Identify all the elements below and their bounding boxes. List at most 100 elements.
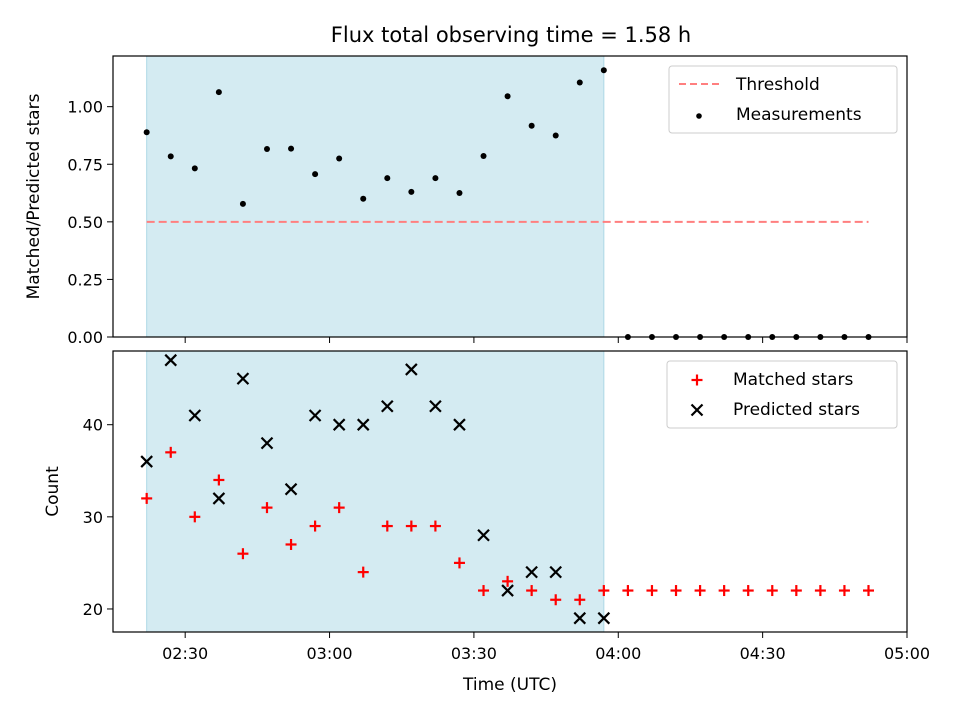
matched-star-point bbox=[429, 520, 441, 532]
measurement-point bbox=[480, 152, 487, 159]
measurement-point bbox=[239, 200, 246, 207]
measurement-point bbox=[456, 190, 463, 197]
legend-plus-marker bbox=[691, 374, 703, 386]
x-stroke-b bbox=[549, 565, 562, 579]
bottom-y-axis-label: Count bbox=[43, 466, 63, 517]
predicted-star-point bbox=[188, 409, 202, 422]
x-tick-label: 03:00 bbox=[306, 644, 352, 663]
top-legend-box bbox=[668, 65, 898, 134]
x-stroke-b bbox=[525, 565, 538, 579]
matched-star-point bbox=[478, 585, 490, 597]
legend-x-marker bbox=[690, 403, 704, 417]
x-stroke-b bbox=[140, 455, 153, 468]
legend-measurements-label: Measurements bbox=[736, 105, 862, 125]
x-stroke-b bbox=[429, 400, 442, 413]
measurement-point bbox=[576, 79, 583, 86]
x-stroke-b bbox=[381, 400, 394, 413]
predicted-star-point bbox=[164, 353, 178, 367]
legend-matched-swatch bbox=[691, 374, 703, 386]
x-stroke-b bbox=[573, 611, 587, 625]
x-tick-label: 05:00 bbox=[884, 644, 930, 663]
measurement-point bbox=[600, 67, 607, 74]
predicted-star-point bbox=[597, 611, 611, 625]
bottom-shade-layer bbox=[146, 350, 605, 633]
matched-star-point bbox=[574, 594, 586, 606]
top-panel: 0.00 0.25 0.50 0.75 1.00 Matched/Predicted s… bbox=[24, 55, 908, 347]
bottom-axes-frame bbox=[112, 350, 908, 633]
bottom-legend-box bbox=[666, 360, 898, 429]
x-stroke-b bbox=[477, 528, 490, 542]
predicted-star-point bbox=[549, 565, 562, 579]
measurement-point bbox=[312, 171, 319, 178]
y-tick-label: 1.00 bbox=[67, 98, 103, 117]
bottom-panel: 20 30 40 02:30 03:00 03:30 04:00 04:30 05:00 Cou… bbox=[43, 350, 930, 695]
measurement-point bbox=[504, 93, 511, 100]
predicted-star-point bbox=[405, 363, 418, 376]
matched-star-point bbox=[622, 585, 634, 597]
measurement-point bbox=[191, 165, 198, 172]
matched-star-point bbox=[863, 585, 875, 597]
x-stroke-b bbox=[284, 482, 298, 496]
x-stroke-b bbox=[308, 409, 322, 422]
measurement-point bbox=[288, 145, 295, 152]
x-stroke-b bbox=[356, 418, 370, 431]
x-tick-label: 04:00 bbox=[595, 644, 641, 663]
chart-title: Flux total observing time = 1.58 h bbox=[331, 23, 691, 47]
x-stroke-b bbox=[405, 363, 418, 376]
predicted-star-point bbox=[525, 565, 538, 579]
predicted-star-point bbox=[332, 418, 346, 431]
matched-star-point bbox=[742, 585, 754, 597]
measurement-point bbox=[336, 155, 343, 162]
x-stroke-b bbox=[164, 353, 178, 367]
matched-star-point bbox=[766, 585, 778, 597]
matched-star-point bbox=[790, 585, 802, 597]
legend-matched-label: Matched stars bbox=[733, 370, 853, 390]
measurement-point bbox=[432, 175, 439, 182]
matched-star-point bbox=[598, 585, 610, 597]
x-stroke-b bbox=[690, 403, 704, 417]
matched-star-point bbox=[357, 566, 369, 578]
predicted-star-point bbox=[212, 492, 226, 505]
measurement-point bbox=[408, 188, 415, 195]
matched-star-point bbox=[718, 585, 730, 597]
matched-star-point bbox=[502, 575, 514, 587]
x-stroke-b bbox=[236, 372, 250, 385]
top-shade-layer bbox=[146, 55, 605, 338]
matched-star-point bbox=[237, 548, 249, 560]
y-tick-label: 20 bbox=[83, 600, 103, 619]
matched-star-point bbox=[694, 585, 706, 597]
x-tick-label: 02:30 bbox=[162, 644, 208, 663]
y-tick-label: 0.50 bbox=[67, 213, 103, 232]
predicted-star-point bbox=[356, 418, 370, 431]
matched-star-point bbox=[261, 502, 273, 514]
predicted-star-point bbox=[381, 400, 394, 413]
legend-measurements-swatch bbox=[696, 113, 702, 119]
measurement-point bbox=[263, 146, 270, 153]
observing-window-shade bbox=[146, 55, 605, 338]
x-stroke-b bbox=[260, 436, 274, 450]
measurement-point bbox=[384, 175, 391, 182]
matched-star-point bbox=[550, 594, 562, 606]
x-stroke-b bbox=[212, 492, 226, 505]
x-stroke-b bbox=[188, 409, 202, 422]
top-y-axis-label: Matched/Predicted stars bbox=[24, 93, 44, 299]
y-tick-label: 30 bbox=[83, 508, 103, 527]
measurement-point bbox=[528, 122, 535, 129]
predicted-star-point bbox=[260, 436, 274, 450]
x-stroke-b bbox=[501, 584, 514, 597]
x-tick-label: 04:30 bbox=[740, 644, 786, 663]
matched-star-point bbox=[141, 492, 153, 504]
y-tick-label: 0.00 bbox=[67, 328, 103, 347]
matched-star-point bbox=[453, 557, 465, 569]
predicted-star-point bbox=[140, 455, 153, 468]
top-plot-area bbox=[143, 67, 872, 340]
matched-star-point bbox=[838, 585, 850, 597]
matched-star-point bbox=[309, 520, 321, 532]
legend-predicted-swatch bbox=[690, 403, 704, 417]
top-legend: Threshold Measurements bbox=[668, 65, 898, 134]
observing-window-shade bbox=[146, 350, 605, 633]
measurement-point bbox=[215, 89, 222, 96]
y-tick-label: 0.75 bbox=[67, 155, 103, 174]
legend-predicted-label: Predicted stars bbox=[733, 400, 860, 420]
